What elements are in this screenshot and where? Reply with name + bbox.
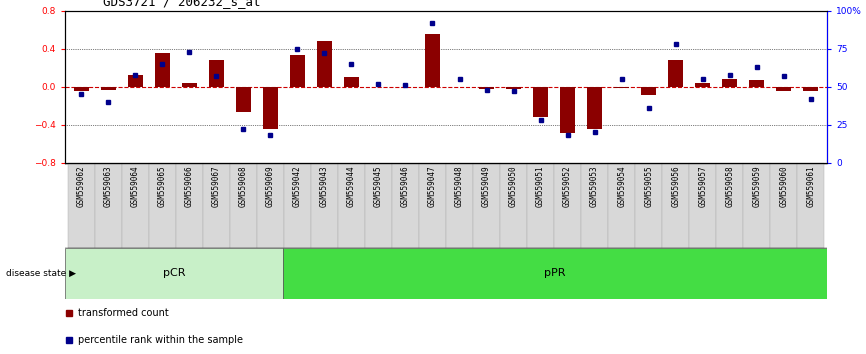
Text: percentile rank within the sample: percentile rank within the sample: [78, 335, 243, 345]
FancyBboxPatch shape: [122, 163, 149, 248]
Bar: [317, 41, 332, 87]
FancyBboxPatch shape: [635, 163, 662, 248]
Text: GSM559043: GSM559043: [320, 165, 329, 207]
Bar: [344, 77, 359, 87]
FancyBboxPatch shape: [176, 163, 203, 248]
Text: GSM559064: GSM559064: [131, 165, 139, 207]
Bar: [100, 87, 116, 90]
FancyBboxPatch shape: [338, 163, 365, 248]
Bar: [641, 87, 656, 95]
Bar: [425, 34, 440, 87]
Bar: [560, 87, 575, 133]
Text: GSM559060: GSM559060: [779, 165, 788, 207]
Bar: [236, 87, 251, 113]
Bar: [587, 87, 602, 129]
Bar: [722, 79, 737, 87]
Text: GSM559067: GSM559067: [212, 165, 221, 207]
Bar: [533, 87, 548, 117]
Text: pCR: pCR: [163, 268, 185, 279]
Text: GSM559047: GSM559047: [428, 165, 437, 207]
Bar: [74, 87, 88, 91]
Bar: [749, 80, 764, 87]
Text: GSM559058: GSM559058: [725, 165, 734, 207]
FancyBboxPatch shape: [500, 163, 527, 248]
FancyBboxPatch shape: [311, 163, 338, 248]
FancyBboxPatch shape: [419, 163, 446, 248]
Bar: [209, 60, 223, 87]
Text: GSM559049: GSM559049: [482, 165, 491, 207]
Text: GSM559050: GSM559050: [509, 165, 518, 207]
FancyBboxPatch shape: [689, 163, 716, 248]
Text: GSM559069: GSM559069: [266, 165, 275, 207]
FancyBboxPatch shape: [527, 163, 554, 248]
Text: GSM559051: GSM559051: [536, 165, 545, 207]
Text: GSM559065: GSM559065: [158, 165, 167, 207]
Text: GSM559062: GSM559062: [77, 165, 86, 207]
FancyBboxPatch shape: [743, 163, 770, 248]
Bar: [155, 53, 170, 87]
Text: GDS3721 / 206232_s_at: GDS3721 / 206232_s_at: [103, 0, 261, 8]
Text: disease state ▶: disease state ▶: [6, 269, 76, 278]
FancyBboxPatch shape: [770, 163, 798, 248]
Bar: [669, 60, 683, 87]
FancyBboxPatch shape: [608, 163, 635, 248]
FancyBboxPatch shape: [149, 163, 176, 248]
FancyBboxPatch shape: [581, 163, 608, 248]
Text: GSM559066: GSM559066: [184, 165, 194, 207]
Text: GSM559057: GSM559057: [698, 165, 708, 207]
Text: GSM559059: GSM559059: [753, 165, 761, 207]
Text: GSM559052: GSM559052: [563, 165, 572, 207]
Bar: [506, 87, 521, 88]
FancyBboxPatch shape: [392, 163, 419, 248]
FancyBboxPatch shape: [284, 163, 311, 248]
Text: GSM559048: GSM559048: [455, 165, 464, 207]
Bar: [263, 87, 278, 129]
Bar: [65, 248, 282, 299]
FancyBboxPatch shape: [365, 163, 392, 248]
FancyBboxPatch shape: [716, 163, 743, 248]
Text: GSM559042: GSM559042: [293, 165, 302, 207]
Text: transformed count: transformed count: [78, 308, 169, 318]
FancyBboxPatch shape: [257, 163, 284, 248]
Bar: [128, 75, 143, 87]
Bar: [804, 87, 818, 91]
Text: pPR: pPR: [544, 268, 565, 279]
FancyBboxPatch shape: [229, 163, 257, 248]
FancyBboxPatch shape: [68, 163, 94, 248]
Bar: [695, 83, 710, 87]
Text: GSM559045: GSM559045: [374, 165, 383, 207]
FancyBboxPatch shape: [798, 163, 824, 248]
Bar: [282, 248, 827, 299]
FancyBboxPatch shape: [554, 163, 581, 248]
Text: GSM559054: GSM559054: [617, 165, 626, 207]
Text: GSM559063: GSM559063: [104, 165, 113, 207]
Text: GSM559056: GSM559056: [671, 165, 680, 207]
FancyBboxPatch shape: [473, 163, 500, 248]
Text: GSM559068: GSM559068: [239, 165, 248, 207]
Bar: [776, 87, 792, 91]
Text: GSM559044: GSM559044: [347, 165, 356, 207]
Bar: [182, 83, 197, 87]
FancyBboxPatch shape: [203, 163, 229, 248]
FancyBboxPatch shape: [94, 163, 122, 248]
Text: GSM559061: GSM559061: [806, 165, 815, 207]
Text: GSM559055: GSM559055: [644, 165, 653, 207]
FancyBboxPatch shape: [662, 163, 689, 248]
FancyBboxPatch shape: [446, 163, 473, 248]
Text: GSM559046: GSM559046: [401, 165, 410, 207]
Text: GSM559053: GSM559053: [590, 165, 599, 207]
Bar: [479, 87, 494, 88]
Bar: [614, 87, 629, 88]
Bar: [290, 55, 305, 87]
